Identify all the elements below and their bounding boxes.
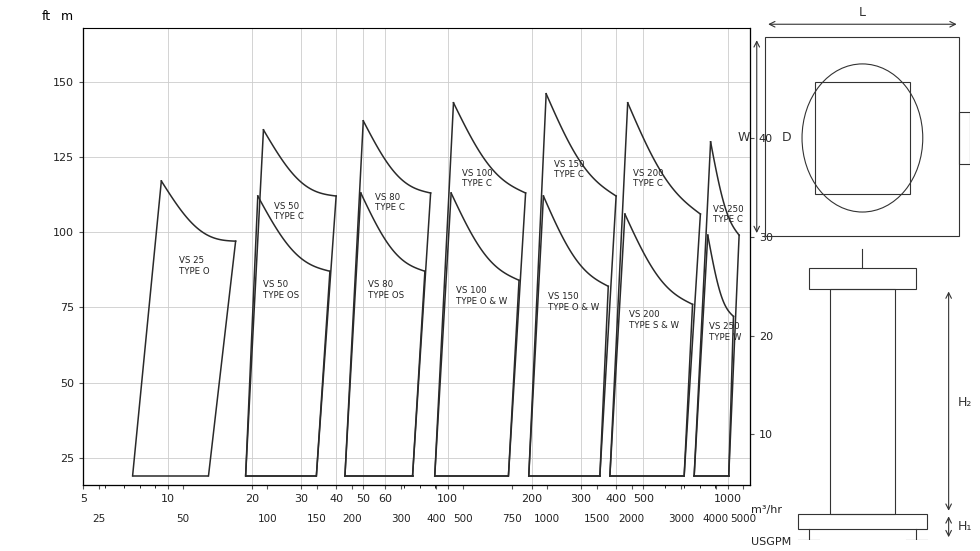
Text: VS 50
TYPE OS: VS 50 TYPE OS: [264, 280, 300, 300]
Text: VS 150
TYPE C: VS 150 TYPE C: [554, 160, 585, 179]
Text: VS 80
TYPE OS: VS 80 TYPE OS: [368, 280, 404, 300]
Text: m³/hr: m³/hr: [751, 505, 782, 515]
Text: VS 150
TYPE O & W: VS 150 TYPE O & W: [548, 293, 599, 312]
Text: VS 100
TYPE C: VS 100 TYPE C: [463, 169, 493, 188]
Text: H₁: H₁: [957, 520, 971, 533]
Text: H₂: H₂: [957, 396, 971, 409]
Text: VS 50
TYPE C: VS 50 TYPE C: [274, 202, 304, 222]
Text: USGPM: USGPM: [751, 537, 791, 548]
Bar: [959, 111, 970, 164]
Bar: [798, 514, 927, 530]
Text: VS 80
TYPE C: VS 80 TYPE C: [375, 193, 405, 213]
Bar: [830, 289, 895, 514]
Text: VS 25
TYPE O: VS 25 TYPE O: [179, 256, 210, 276]
Text: D: D: [782, 132, 792, 144]
Text: VS 200
TYPE C: VS 200 TYPE C: [633, 169, 663, 188]
Text: VS 100
TYPE O & W: VS 100 TYPE O & W: [456, 287, 507, 306]
Text: m: m: [61, 10, 73, 23]
Text: VS 250
TYPE W: VS 250 TYPE W: [710, 322, 742, 342]
Text: W: W: [738, 132, 751, 144]
Text: VS 250
TYPE C: VS 250 TYPE C: [712, 205, 743, 224]
Bar: [808, 268, 916, 289]
Text: L: L: [858, 6, 866, 19]
Bar: [815, 83, 909, 193]
Bar: [765, 37, 959, 236]
Text: ft: ft: [42, 10, 51, 23]
Text: VS 200
TYPE S & W: VS 200 TYPE S & W: [629, 310, 679, 329]
